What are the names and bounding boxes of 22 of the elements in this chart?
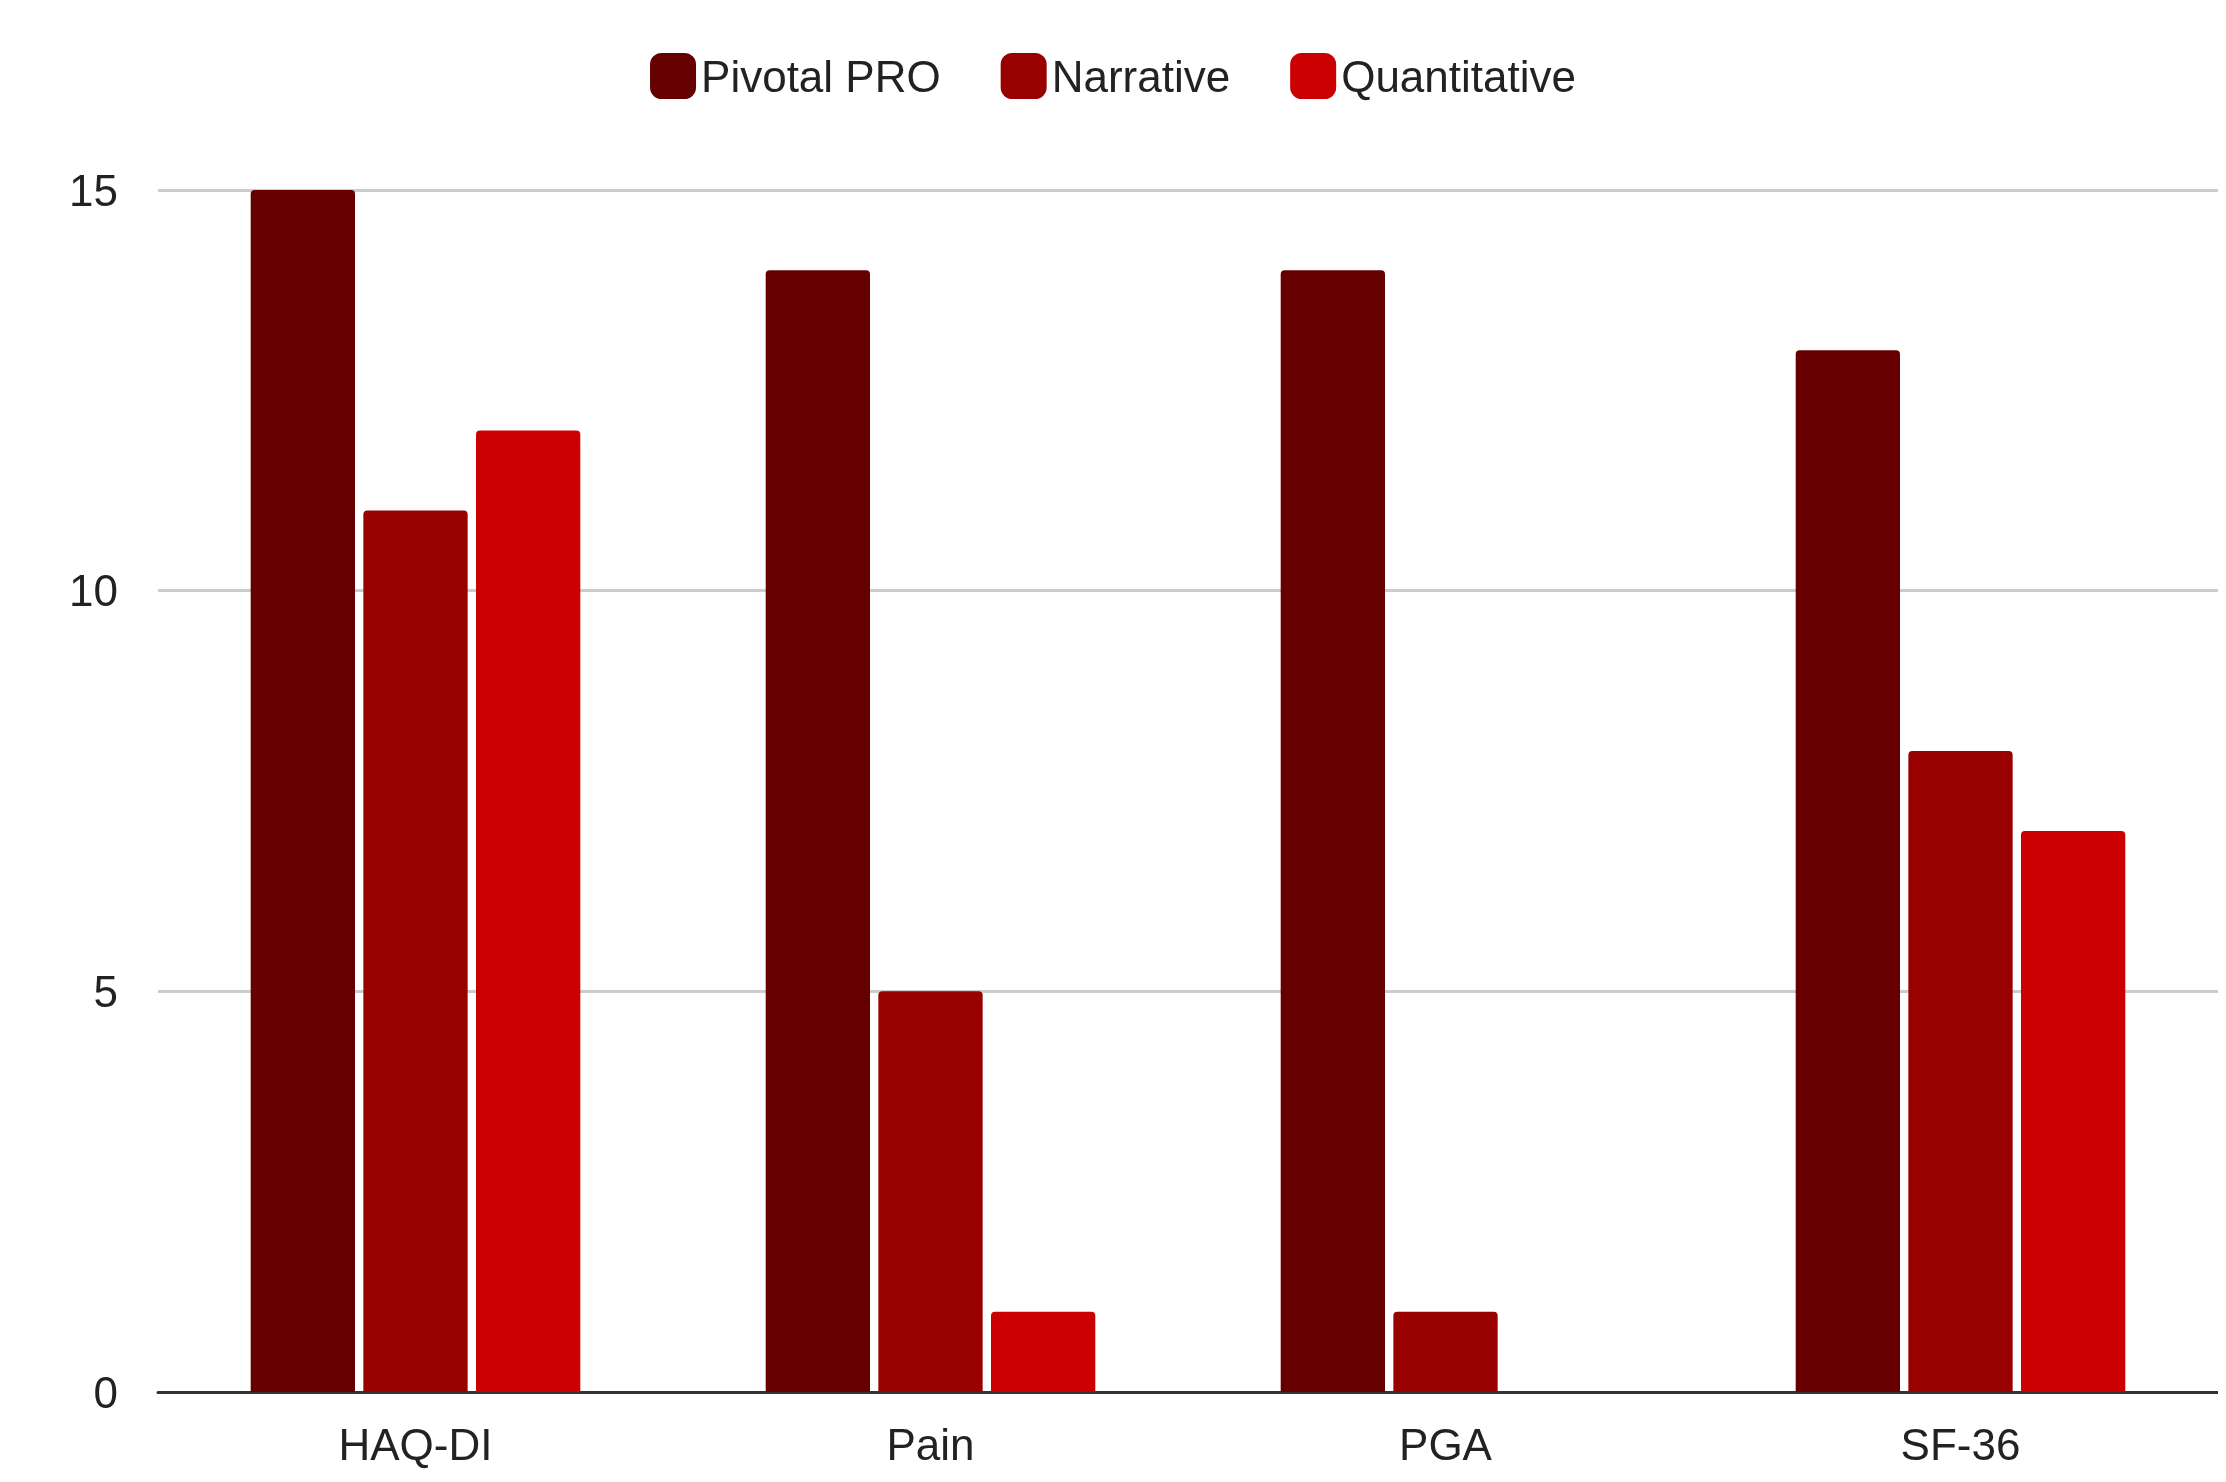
y-tick-label: 5 [93,966,118,1016]
y-tick-label: 15 [69,165,118,215]
bar [1280,270,1385,1392]
bar [250,190,355,1392]
x-tick-label: HAQ-DI [338,1419,493,1469]
bar [878,991,983,1392]
x-tick-label: SF-36 [1900,1419,2021,1469]
bar [363,510,468,1392]
bar [2021,831,2126,1392]
bar [1393,1311,1498,1392]
bar [1795,350,1900,1392]
y-tick-label: 10 [69,566,118,616]
x-tick-label: Pain [886,1419,975,1469]
x-tick-label: PGA [1399,1419,1493,1469]
legend-label: Quantitative [1341,51,1576,101]
legend-label: Pivotal PRO [701,51,941,101]
bar [991,1311,1096,1392]
bar [765,270,870,1392]
legend-label: Narrative [1051,51,1231,101]
bar [1908,750,2013,1392]
bar [476,430,581,1392]
y-tick-label: 0 [93,1367,118,1417]
